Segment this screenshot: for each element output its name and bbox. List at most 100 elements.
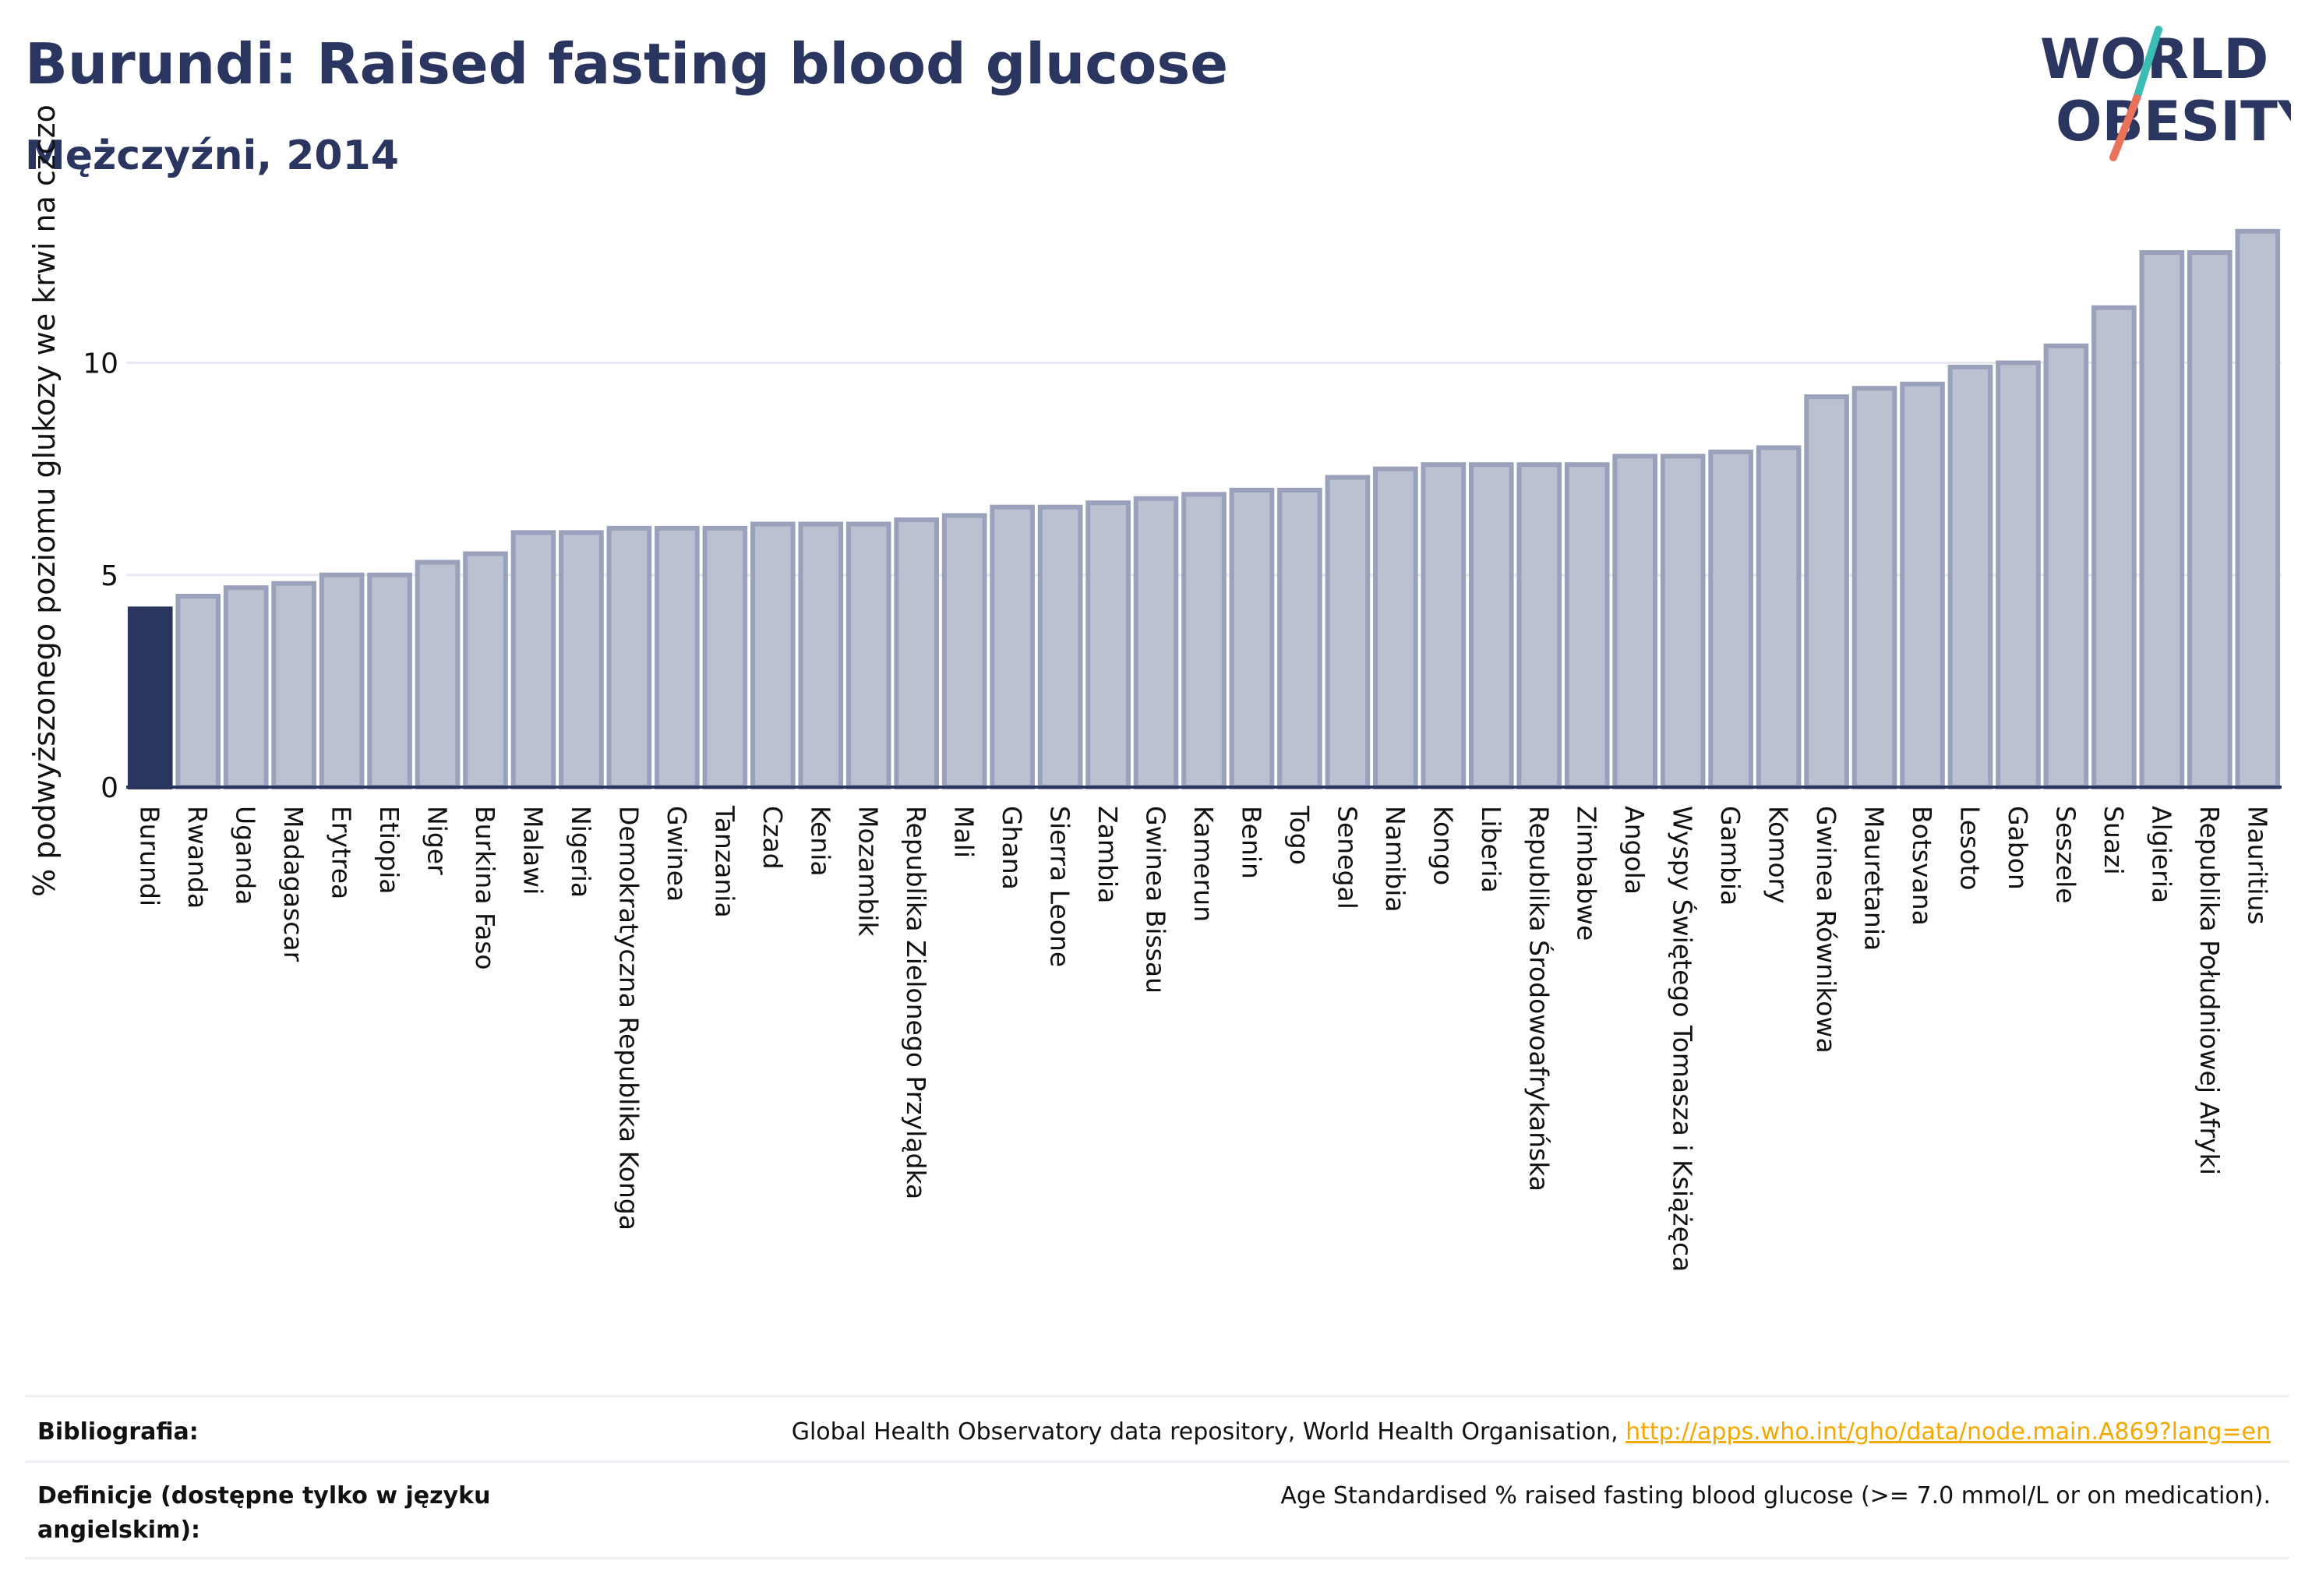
bar-ghana <box>990 504 1035 790</box>
x-tick-label: Algieria <box>2146 806 2176 903</box>
x-tick-label: Czad <box>757 806 788 870</box>
bar-erytrea <box>319 572 365 789</box>
x-tick-label: Komory <box>1763 806 1794 904</box>
x-tick-label: Ghana <box>997 806 1027 890</box>
world-obesity-logo: WORLD OBESITY <box>2040 26 2291 161</box>
x-tick-label: Demokratyczna Republika Konga <box>613 806 644 1231</box>
x-tick-label: Benin <box>1236 806 1266 879</box>
x-tick-label: Gambia <box>1715 806 1746 906</box>
bar-zimbabwe <box>1564 462 1610 789</box>
logo-text-obesity: OBESITY <box>2056 90 2291 154</box>
x-tick-label: Seszele <box>2050 806 2081 904</box>
x-tick-label: Namibia <box>1380 806 1410 913</box>
footer-divider-bottom <box>25 1557 2289 1559</box>
bar-niger <box>415 560 461 789</box>
bar-mozambik <box>845 521 891 789</box>
footer-divider-top <box>25 1395 2289 1397</box>
bar-kongo <box>1421 462 1467 789</box>
bar-namibia <box>1373 466 1418 790</box>
y-tick-label: 0 <box>101 772 118 804</box>
bar-etiopia <box>367 572 412 789</box>
x-tick-label: Gwinea Równikowa <box>1811 806 1841 1054</box>
x-tick-label: Zambia <box>1092 806 1123 903</box>
y-tick-label: 10 <box>83 348 118 380</box>
bar-czad <box>750 521 796 789</box>
footer-divider-middle <box>25 1460 2289 1463</box>
bar-seszele <box>2043 343 2089 789</box>
x-tick-label: Gabon <box>2003 806 2033 890</box>
bar-algieria <box>2139 250 2185 789</box>
x-tick-label: Zimbabwe <box>1572 806 1602 941</box>
x-tick-label: Mozambik <box>853 806 884 937</box>
y-axis-label: % podwyższonego poziomu glukozy we krwi … <box>27 104 62 897</box>
x-tick-label: Botsvana <box>1907 806 1937 926</box>
x-tick-label: Burundi <box>135 806 165 906</box>
bar-chart: 0 5 10 Burundi Rwanda Uganda Madagascar Erytre… <box>27 104 2282 1272</box>
bar-benin <box>1229 487 1275 790</box>
bar-kenia <box>798 521 844 789</box>
bar-republika-środowoafrykańska <box>1516 462 1562 789</box>
bar-republika-zielonego-przylądka <box>894 517 940 789</box>
bar-madagascar <box>271 581 316 790</box>
bar-liberia <box>1468 462 1514 789</box>
bar-gabon <box>1996 360 2041 789</box>
x-tick-label: Nigeria <box>566 806 596 898</box>
bar-angola <box>1612 454 1658 789</box>
x-tick-label: Mali <box>949 806 980 858</box>
x-tick-label: Senegal <box>1332 806 1362 909</box>
bar-gwinea-bissau <box>1133 496 1179 789</box>
bar-lesoto <box>1947 365 1993 789</box>
page-title: Burundi: Raised fasting blood glucose <box>25 31 1229 97</box>
x-tick-label: Republika Zielonego Przylądka <box>901 806 931 1199</box>
bar-komory <box>1756 445 1802 789</box>
x-tick-label: Republika Południowej Afryki <box>2194 806 2225 1175</box>
bar-uganda <box>223 585 269 789</box>
bar-republika-południowej-afryki <box>2187 250 2233 789</box>
x-tick-label: Republika Środowoafrykańska <box>1523 806 1555 1192</box>
logo-slash-teal <box>2133 26 2162 102</box>
x-tick-label: Kamerun <box>1188 806 1219 922</box>
bar-malawi <box>510 530 556 789</box>
bar-mauretania <box>1851 386 1897 789</box>
x-tick-label: Wyspy Świętego Tomasza i Książęca <box>1668 806 1699 1272</box>
x-tick-label: Liberia <box>1476 806 1506 893</box>
source-text: Global Health Observatory data repositor… <box>791 1418 1626 1446</box>
y-tick-label: 5 <box>101 560 118 592</box>
x-tick-label: Niger <box>422 806 453 875</box>
bar-togo <box>1277 487 1322 790</box>
bar-rwanda <box>175 594 221 789</box>
x-tick-label: Kongo <box>1428 806 1458 885</box>
source-label: Bibliografia: <box>37 1418 199 1446</box>
x-tick-label: Kenia <box>805 806 835 877</box>
bar-gwinea <box>655 525 700 790</box>
bar-mauritius <box>2235 228 2281 789</box>
x-tick-label: Rwanda <box>182 806 213 909</box>
bar-tanzania <box>702 525 748 790</box>
x-tick-label: Etiopia <box>374 806 404 895</box>
x-tick-label: Suazi <box>2099 806 2129 875</box>
x-tick-label: Malawi <box>517 806 548 895</box>
bar-nigeria <box>559 530 604 789</box>
x-tick-label: Lesoto <box>1954 806 1985 891</box>
x-tick-label: Sierra Leone <box>1045 806 1075 967</box>
x-tick-label: Togo <box>1284 805 1315 865</box>
bar-demokratyczna-republika-konga <box>606 525 652 790</box>
x-tick-label: Gwinea <box>662 806 692 902</box>
x-tick-label: Burkina Faso <box>470 806 500 970</box>
bar-gwinea-równikowa <box>1804 394 1849 789</box>
x-tick-label: Uganda <box>231 806 261 905</box>
page-subtitle: Mężczyźni, 2014 <box>25 132 399 179</box>
source-link[interactable]: http://apps.who.int/gho/data/node.main.A… <box>1626 1418 2271 1446</box>
definition-value: Age Standardised % raised fasting blood … <box>1280 1482 2271 1509</box>
bar-gambia <box>1708 449 1753 790</box>
x-tick-label: Mauritius <box>2242 806 2272 925</box>
logo-slash-coral <box>2109 94 2141 161</box>
x-tick-labels: Burundi Rwanda Uganda Madagascar Erytrea Etio… <box>135 805 2273 1272</box>
bar-mali <box>941 513 987 789</box>
definition-label: Definicje (dostępne tylko w języku angie… <box>37 1482 491 1544</box>
bars <box>127 228 2281 790</box>
bar-kamerun <box>1181 492 1227 789</box>
bar-burundi <box>127 606 173 789</box>
bar-suazi <box>2091 305 2137 789</box>
bar-botsvana <box>1900 381 1945 789</box>
